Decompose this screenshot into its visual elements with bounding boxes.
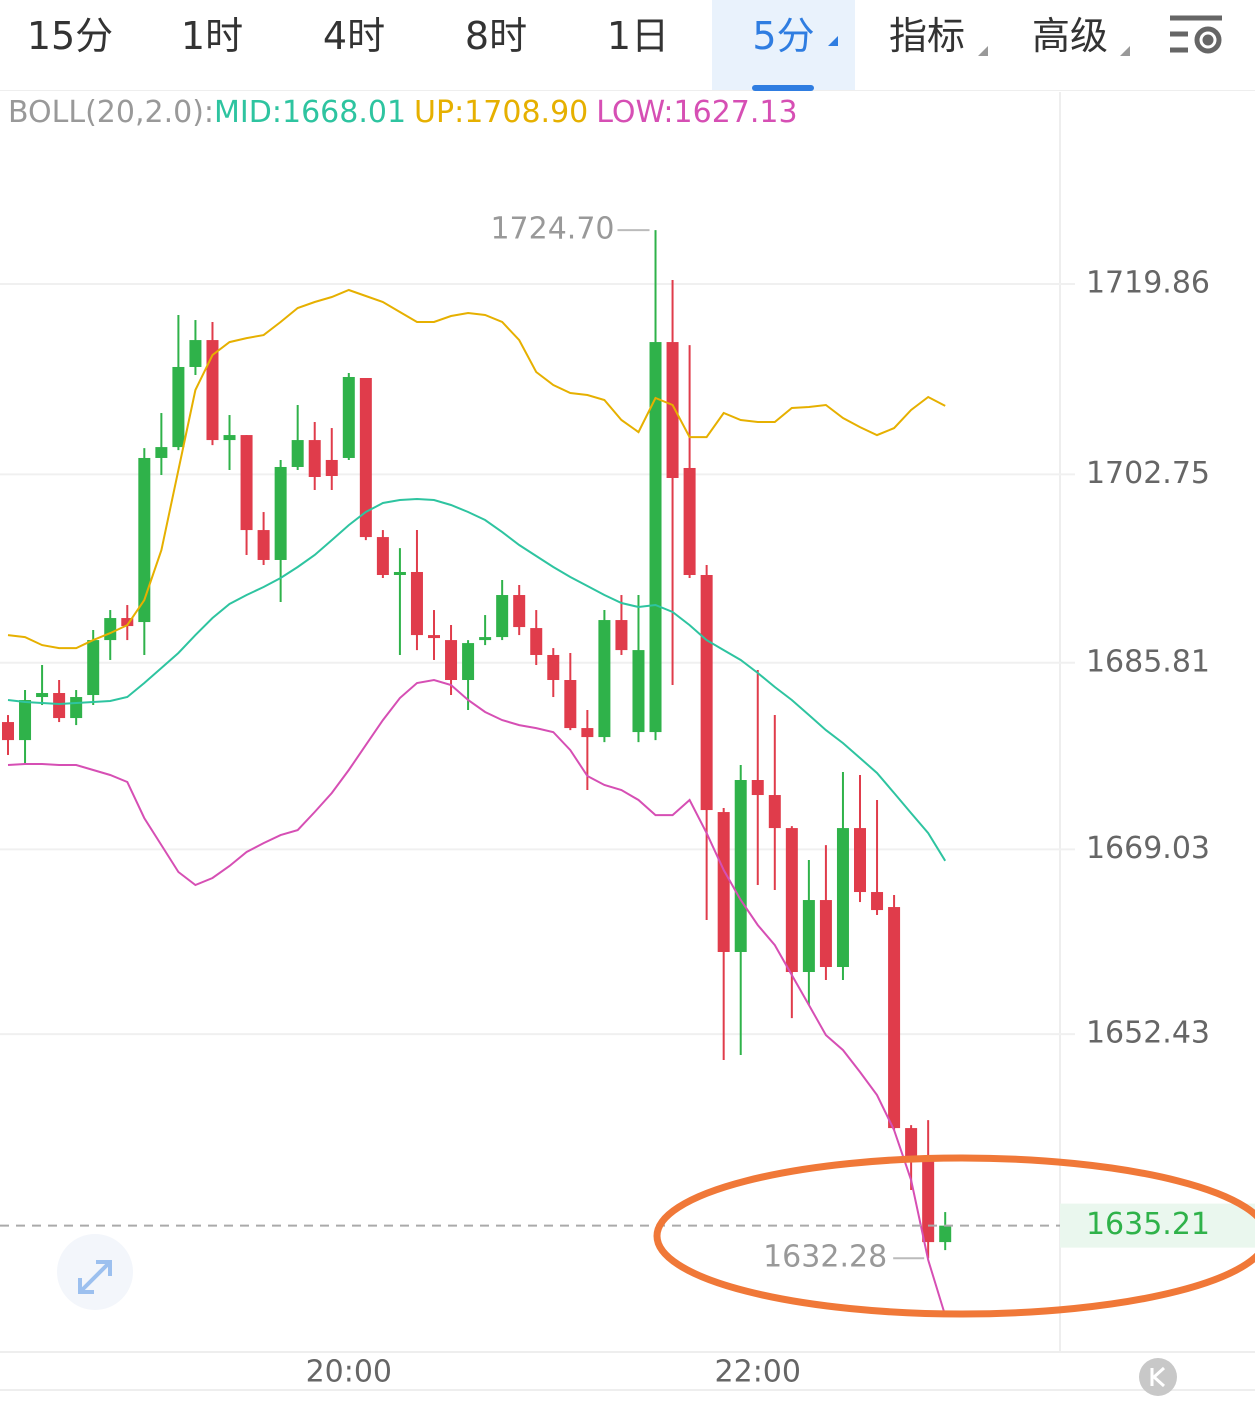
candle-body bbox=[683, 467, 696, 575]
candle-body bbox=[274, 466, 287, 560]
min-label: 1632.28 bbox=[763, 1240, 887, 1275]
candle-body bbox=[240, 435, 253, 531]
band-line bbox=[7, 678, 947, 1316]
candle-body bbox=[802, 900, 815, 973]
candle-body bbox=[155, 447, 168, 458]
candle-body bbox=[393, 571, 406, 575]
dropdown-arrow bbox=[978, 46, 988, 56]
candle-body bbox=[513, 595, 526, 628]
candle-body bbox=[717, 812, 730, 952]
y-tick-label: 1702.75 bbox=[1086, 456, 1210, 491]
candle-body bbox=[291, 440, 304, 467]
candle-body bbox=[87, 640, 100, 696]
y-tick-label: 1669.03 bbox=[1086, 831, 1210, 866]
settings-icon[interactable] bbox=[1170, 15, 1222, 54]
tab-dropdown[interactable]: 高级 bbox=[1031, 14, 1108, 58]
candle-body bbox=[581, 728, 594, 738]
x-tick-label: 22:00 bbox=[715, 1355, 801, 1390]
candle-body bbox=[462, 643, 475, 681]
band-line bbox=[7, 497, 947, 862]
candle-body bbox=[104, 618, 117, 641]
candle-body bbox=[19, 700, 32, 741]
candle-body bbox=[479, 637, 492, 641]
candle-body bbox=[871, 892, 884, 911]
candle-body bbox=[308, 440, 321, 477]
candle-body bbox=[496, 595, 509, 638]
candle-body bbox=[922, 1157, 935, 1243]
candle-body bbox=[342, 376, 355, 458]
last-price-box bbox=[1060, 1203, 1255, 1248]
k-button[interactable] bbox=[1139, 1358, 1177, 1396]
candle-body bbox=[854, 828, 866, 893]
candle-body bbox=[53, 693, 66, 719]
candle-body bbox=[632, 650, 645, 733]
candle-body bbox=[70, 697, 83, 719]
tab[interactable]: 1日 bbox=[606, 14, 670, 58]
max-label: 1724.70 bbox=[490, 212, 614, 247]
legend-name: LOW: bbox=[596, 95, 673, 130]
legend-value: 1627.13 bbox=[674, 95, 798, 130]
active-indicator bbox=[752, 85, 814, 91]
candle-body bbox=[376, 537, 389, 575]
candle-body bbox=[615, 620, 628, 651]
candle-body bbox=[547, 654, 560, 681]
y-tick-label: 1652.43 bbox=[1086, 1016, 1210, 1051]
legend-name: MID: bbox=[214, 95, 282, 130]
legend-value: 1668.01 bbox=[282, 95, 406, 130]
legend-value: 1708.90 bbox=[464, 95, 588, 130]
tab[interactable]: 15分 bbox=[26, 14, 114, 58]
candle-body bbox=[121, 618, 134, 627]
candle-body bbox=[189, 340, 202, 367]
candle-body bbox=[325, 459, 338, 476]
band-line bbox=[7, 288, 946, 650]
y-tick-label: 1685.81 bbox=[1086, 644, 1210, 679]
candle-body bbox=[359, 377, 372, 538]
candle-body bbox=[223, 435, 236, 441]
candle-body bbox=[172, 366, 185, 448]
indicator-name: BOLL(20,2.0): bbox=[8, 95, 214, 130]
tab-bar: 15分 1时 4时 8时 1日 5分 指标 高级 bbox=[0, 0, 1255, 91]
tab[interactable]: 1时 bbox=[180, 14, 244, 58]
tab[interactable]: 4时 bbox=[322, 14, 386, 58]
dropdown-arrow bbox=[1120, 46, 1130, 56]
candle-body bbox=[785, 828, 798, 973]
candle-body bbox=[410, 571, 423, 636]
y-tick-label: 1719.86 bbox=[1086, 265, 1210, 300]
candle-body bbox=[905, 1128, 918, 1158]
candle-body bbox=[649, 342, 662, 733]
expand-button[interactable] bbox=[57, 1234, 133, 1310]
candle-body bbox=[734, 780, 747, 952]
candle-body bbox=[819, 900, 832, 968]
candle-body bbox=[530, 628, 543, 655]
plot: 1719.86 1702.75 1685.81 1669.03 1652.43 20:00… bbox=[0, 212, 1255, 1390]
tab[interactable]: 8时 bbox=[464, 14, 528, 58]
indicator-legend: BOLL(20,2.0):MID:1668.01 UP:1708.90 LOW:16… bbox=[8, 95, 798, 130]
tab-dropdown[interactable]: 指标 bbox=[888, 14, 965, 58]
last-price-label: 1635.21 bbox=[1086, 1207, 1210, 1242]
candle-body bbox=[564, 680, 577, 729]
candle-body bbox=[598, 620, 611, 738]
candle-body bbox=[888, 907, 901, 1129]
candle-body bbox=[138, 457, 151, 623]
candle-body bbox=[939, 1225, 952, 1243]
candle-body bbox=[445, 640, 458, 681]
legend-name: UP: bbox=[414, 95, 464, 130]
x-tick-label: 20:00 bbox=[306, 1355, 392, 1390]
candle-body bbox=[428, 635, 440, 639]
candle-body bbox=[768, 795, 781, 829]
candle-body bbox=[206, 340, 219, 441]
candle-body bbox=[700, 574, 713, 811]
highlight-ellipse bbox=[653, 1154, 1255, 1318]
candle-body bbox=[36, 693, 49, 698]
candle-body bbox=[751, 780, 764, 796]
dropdown-arrow bbox=[828, 36, 838, 46]
candle-body bbox=[2, 722, 14, 741]
candle-body bbox=[257, 530, 270, 560]
candle-body bbox=[836, 828, 849, 968]
candle-body bbox=[666, 342, 679, 478]
